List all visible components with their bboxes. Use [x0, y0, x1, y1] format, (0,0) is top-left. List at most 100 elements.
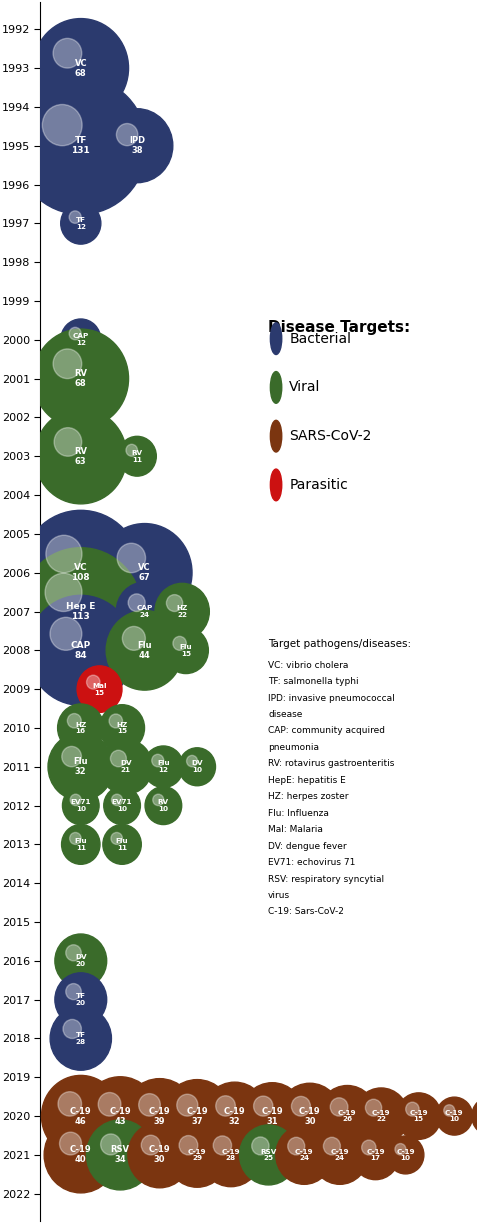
Ellipse shape: [45, 574, 82, 612]
Ellipse shape: [240, 1125, 298, 1185]
Ellipse shape: [312, 1125, 368, 1184]
Ellipse shape: [62, 786, 99, 824]
Ellipse shape: [128, 1121, 192, 1188]
Ellipse shape: [33, 18, 128, 117]
Ellipse shape: [60, 319, 101, 361]
Text: EV71: echovirus 71: EV71: echovirus 71: [268, 859, 356, 867]
Ellipse shape: [68, 713, 81, 728]
Ellipse shape: [63, 1020, 82, 1038]
Text: SARS-CoV-2: SARS-CoV-2: [289, 429, 372, 443]
Ellipse shape: [70, 833, 81, 844]
Ellipse shape: [66, 944, 82, 961]
Text: VC
108: VC 108: [72, 563, 90, 582]
Ellipse shape: [288, 1137, 305, 1155]
Text: EV71
10: EV71 10: [70, 799, 91, 812]
Text: HZ
15: HZ 15: [116, 722, 128, 734]
Ellipse shape: [162, 1080, 232, 1152]
Ellipse shape: [155, 583, 210, 640]
Text: HepE: hepatitis E: HepE: hepatitis E: [268, 775, 346, 785]
Ellipse shape: [118, 437, 156, 476]
Ellipse shape: [70, 794, 81, 806]
Ellipse shape: [387, 1136, 424, 1174]
Text: Parasitic: Parasitic: [289, 478, 348, 492]
Text: C-19: Sars-CoV-2: C-19: Sars-CoV-2: [268, 907, 344, 916]
Ellipse shape: [318, 1086, 377, 1147]
Text: virus: virus: [268, 892, 290, 900]
Text: disease: disease: [268, 711, 302, 719]
Ellipse shape: [141, 1135, 161, 1155]
Text: Flu
12: Flu 12: [157, 761, 170, 773]
Ellipse shape: [60, 1132, 82, 1155]
Ellipse shape: [50, 1007, 112, 1070]
Text: C-19
17: C-19 17: [366, 1148, 385, 1162]
Ellipse shape: [352, 1130, 400, 1180]
Ellipse shape: [100, 704, 144, 751]
Ellipse shape: [166, 594, 182, 612]
Text: C-19
29: C-19 29: [188, 1148, 206, 1162]
Ellipse shape: [202, 1082, 268, 1150]
Ellipse shape: [186, 756, 198, 767]
Ellipse shape: [98, 1092, 121, 1117]
Text: Disease Targets:: Disease Targets:: [268, 320, 410, 335]
Ellipse shape: [276, 1125, 332, 1184]
Ellipse shape: [82, 1076, 158, 1156]
Ellipse shape: [254, 1096, 273, 1117]
Text: CAP: community acquired: CAP: community acquired: [268, 726, 385, 735]
Ellipse shape: [122, 626, 146, 651]
Ellipse shape: [58, 1092, 82, 1117]
Text: RV
11: RV 11: [132, 450, 142, 462]
Ellipse shape: [42, 104, 82, 146]
Text: Flu
15: Flu 15: [180, 645, 192, 657]
Text: TF
131: TF 131: [72, 136, 90, 155]
Text: DV
20: DV 20: [75, 954, 86, 967]
Ellipse shape: [173, 636, 186, 651]
Text: HZ: herpes zoster: HZ: herpes zoster: [268, 793, 348, 801]
Ellipse shape: [100, 1134, 121, 1155]
Ellipse shape: [19, 548, 142, 675]
Text: RV
10: RV 10: [158, 799, 169, 812]
Ellipse shape: [102, 109, 173, 182]
Text: Flu
44: Flu 44: [138, 641, 152, 660]
Text: RSV
25: RSV 25: [260, 1148, 276, 1162]
Text: C-19
46: C-19 46: [70, 1107, 92, 1125]
Text: RSV
34: RSV 34: [110, 1146, 130, 1164]
Text: TF
28: TF 28: [76, 1032, 86, 1044]
Text: CAP
24: CAP 24: [136, 605, 152, 618]
Text: RV
63: RV 63: [74, 446, 88, 466]
Ellipse shape: [42, 1075, 120, 1157]
Ellipse shape: [62, 824, 100, 865]
Ellipse shape: [48, 733, 114, 801]
Text: C-19
37: C-19 37: [186, 1107, 208, 1125]
Ellipse shape: [396, 1093, 441, 1140]
Ellipse shape: [138, 1093, 160, 1117]
Ellipse shape: [100, 739, 152, 794]
Ellipse shape: [106, 610, 183, 690]
Ellipse shape: [472, 1097, 500, 1135]
Ellipse shape: [44, 1117, 118, 1192]
Text: Flu
11: Flu 11: [116, 838, 128, 851]
Ellipse shape: [103, 824, 142, 865]
Ellipse shape: [112, 794, 122, 806]
Ellipse shape: [179, 747, 216, 785]
Text: HZ
22: HZ 22: [176, 605, 188, 618]
Ellipse shape: [213, 1136, 232, 1155]
Text: C-19
22: C-19 22: [372, 1109, 390, 1123]
Ellipse shape: [50, 618, 82, 651]
Ellipse shape: [330, 1098, 348, 1117]
Text: Flu: Influenza: Flu: Influenza: [268, 808, 329, 818]
Text: C-19
28: C-19 28: [222, 1148, 240, 1162]
Text: RV
68: RV 68: [74, 369, 88, 388]
Text: RV: rotavirus gastroenteritis: RV: rotavirus gastroenteritis: [268, 759, 394, 768]
Text: C-19
10: C-19 10: [396, 1148, 415, 1162]
Text: Hep E
113: Hep E 113: [66, 602, 96, 621]
Ellipse shape: [14, 77, 147, 214]
Text: C-19
32: C-19 32: [224, 1107, 246, 1125]
Ellipse shape: [216, 1096, 236, 1117]
Ellipse shape: [176, 1095, 198, 1117]
Text: C-19
30: C-19 30: [149, 1146, 171, 1164]
Text: C-19
10: C-19 10: [480, 1109, 500, 1123]
Ellipse shape: [164, 627, 208, 674]
Text: TF: salmonella typhi: TF: salmonella typhi: [268, 678, 359, 686]
Ellipse shape: [144, 746, 184, 788]
Ellipse shape: [62, 746, 82, 767]
